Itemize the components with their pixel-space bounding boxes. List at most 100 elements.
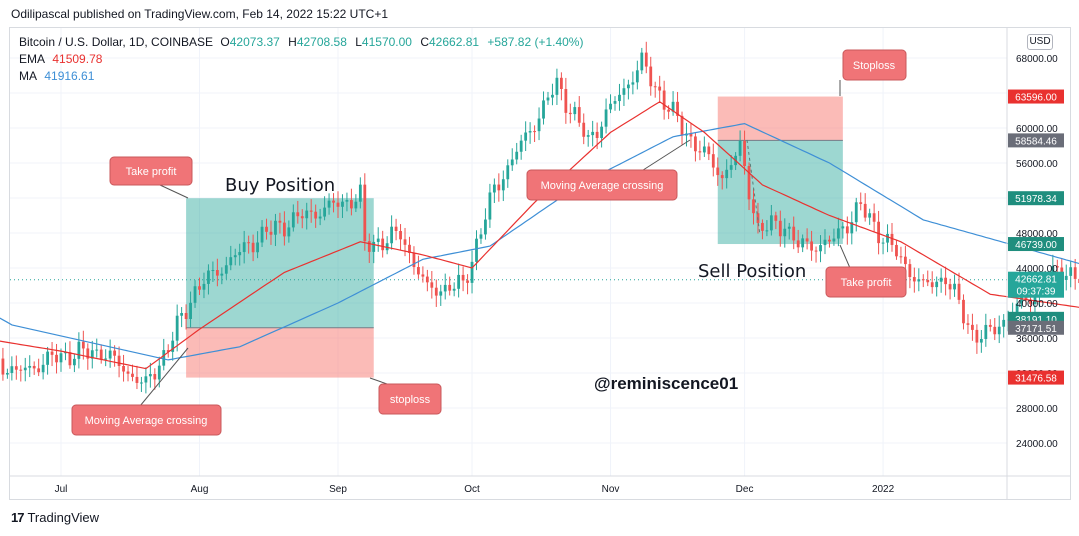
price-label-value: 51978.34	[1015, 194, 1057, 205]
candle	[37, 358, 41, 377]
change-value: +587.82 (+1.40%)	[487, 35, 584, 49]
candle	[140, 376, 143, 392]
candle	[113, 345, 117, 367]
ema-legend[interactable]: EMA 41509.78	[19, 52, 103, 66]
sell-stop-zone	[717, 96, 843, 141]
candle	[783, 218, 787, 248]
candle	[694, 132, 697, 162]
candle	[14, 355, 18, 380]
candle	[1069, 260, 1073, 288]
candle	[662, 80, 666, 120]
callout-stoploss-buy: stoploss	[369, 377, 442, 415]
y-tick-label: 48000.00	[1016, 229, 1058, 240]
currency-badge[interactable]: USD	[1027, 34, 1053, 50]
candle	[939, 268, 943, 293]
candle	[702, 136, 706, 157]
candle	[510, 148, 514, 171]
candle	[533, 125, 536, 143]
candle	[640, 47, 644, 75]
candle	[774, 211, 778, 230]
candle	[573, 101, 577, 121]
open-value: 42073.37	[229, 35, 280, 49]
candle	[644, 41, 648, 74]
ma-value: 41916.61	[44, 69, 95, 83]
candle	[519, 134, 523, 160]
candle	[448, 276, 452, 296]
candle	[488, 183, 492, 228]
candle	[153, 368, 157, 390]
callout-take-profit-buy: Take profit	[109, 156, 193, 199]
candle	[828, 235, 831, 248]
candle	[256, 231, 259, 259]
candle	[282, 211, 286, 246]
candle	[229, 245, 233, 271]
y-tick-label: 28000.00	[1016, 404, 1058, 415]
candle	[564, 77, 568, 124]
candle	[555, 68, 559, 105]
candle	[810, 230, 813, 261]
candle	[1002, 314, 1006, 338]
y-tick-label: 44000.00	[1016, 264, 1058, 275]
candle	[841, 222, 845, 239]
brand-name: TradingView	[27, 510, 100, 525]
candle	[309, 199, 313, 223]
candle	[367, 233, 371, 263]
sell-position-title: Sell Position	[698, 261, 806, 282]
price-label-value: 42662.81	[1015, 275, 1057, 286]
candle	[300, 209, 304, 229]
candle	[108, 339, 112, 368]
candle	[318, 208, 322, 226]
candle	[166, 344, 170, 358]
x-tick-label: Nov	[602, 484, 620, 495]
candle	[122, 354, 125, 382]
author-watermark: @reminiscence01	[594, 374, 738, 393]
candle	[95, 338, 99, 358]
published-line: Odilipascal published on TradingView.com…	[11, 7, 389, 21]
candle	[408, 236, 411, 264]
ma-line	[0, 122, 1079, 361]
candle	[296, 200, 300, 224]
candle	[613, 96, 617, 111]
tradingview-logo[interactable]: 17 TradingView	[11, 510, 99, 525]
candle	[466, 274, 469, 295]
candle	[559, 72, 563, 101]
candle	[238, 243, 242, 266]
candle	[743, 130, 746, 175]
candle	[81, 330, 85, 360]
candle	[895, 240, 898, 260]
candle	[220, 267, 224, 285]
candle	[881, 237, 885, 255]
candle	[421, 266, 425, 283]
symbol-legend: Bitcoin / U.S. Dollar, 1D, COINBASE O420…	[19, 35, 584, 49]
candle	[926, 270, 930, 287]
price-label-value: 38191.10	[1015, 315, 1057, 326]
candle	[184, 304, 188, 330]
candle	[975, 324, 979, 354]
candle	[801, 234, 805, 253]
candle	[845, 216, 849, 245]
candle	[725, 159, 729, 189]
candle	[850, 211, 854, 245]
candle	[430, 271, 434, 299]
candle	[417, 255, 420, 279]
candle	[224, 256, 228, 280]
high-value: 42708.58	[296, 35, 347, 49]
candle	[425, 269, 429, 292]
candle	[323, 196, 326, 221]
ma-legend[interactable]: MA 41916.61	[19, 69, 95, 83]
candle	[1055, 259, 1059, 273]
candle	[1, 347, 5, 381]
candle	[341, 194, 344, 218]
candle	[336, 191, 340, 218]
candle	[198, 277, 201, 296]
price-label: 31476.58	[1008, 370, 1064, 385]
candle	[761, 219, 764, 240]
price-label-value: 63596.00	[1015, 93, 1057, 104]
callout-take-profit-sell: Take profit	[825, 244, 907, 298]
candle	[412, 246, 416, 275]
candle	[551, 83, 554, 106]
candle	[215, 258, 219, 287]
candle	[863, 193, 867, 222]
candle	[278, 212, 282, 234]
